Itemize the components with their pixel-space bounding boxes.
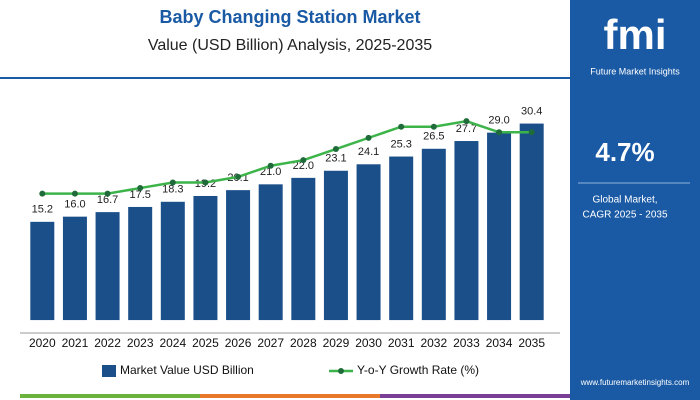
x-tick-label: 2028 [290,336,317,350]
line-marker [300,157,307,164]
line-marker [267,162,274,169]
line-marker [365,134,372,141]
x-tick-label: 2034 [486,336,513,350]
bar [30,221,55,321]
bar [323,170,348,321]
bar [95,212,120,321]
chart-title: Baby Changing Station Market [159,7,420,27]
bar [356,164,381,321]
data-label: 15.2 [32,204,53,216]
line-marker [235,173,242,180]
legend-label: Y-o-Y Growth Rate (%) [357,363,479,377]
cagr-caption: CAGR 2025 - 2035 [582,210,667,221]
line-marker [528,129,535,136]
line-marker [202,179,209,186]
x-tick-label: 2022 [94,336,121,350]
bar [421,148,446,321]
bar [160,201,185,321]
footer-strip [200,394,380,398]
x-tick-label: 2030 [355,336,382,350]
bar [291,177,316,321]
data-label: 29.0 [488,115,509,127]
bar [258,184,283,321]
data-label: 17.5 [129,189,150,201]
line-marker [496,129,503,136]
x-tick-label: 2020 [29,336,56,350]
data-label: 16.7 [97,194,118,206]
footer-strip [380,394,570,398]
line-marker [398,123,405,130]
legend-label: Market Value USD Billion [120,363,254,377]
x-tick-label: 2027 [257,336,284,350]
bar [454,141,479,321]
data-label: 24.1 [358,146,379,158]
line-marker [169,179,176,186]
x-tick-label: 2021 [62,336,89,350]
bar [62,216,87,321]
x-tick-label: 2026 [225,336,252,350]
x-tick-label: 2033 [453,336,480,350]
x-tick-label: 2032 [420,336,447,350]
bar [519,123,544,321]
line-marker [463,118,470,125]
url: www.futuremarketinsights.com [580,378,690,387]
bar [226,190,251,321]
line [42,119,532,195]
data-label: 26.5 [423,131,444,143]
data-label: 16.0 [64,199,85,211]
line-marker [71,190,78,197]
legend-swatch [338,368,344,374]
bar [193,195,218,321]
x-tick-label: 2025 [192,336,219,350]
chart-subtitle: Value (USD Billion) Analysis, 2025-2035 [148,37,432,54]
footer-strip [20,394,200,398]
cagr-caption: Global Market, [592,195,657,206]
line-marker [137,185,144,192]
cagr-value: 4.7% [595,137,654,167]
line-marker [430,123,437,130]
side-panel [570,0,700,400]
data-label: 25.3 [390,138,411,150]
data-label: 18.3 [162,184,183,196]
line-marker [104,190,111,197]
line-marker [39,190,46,197]
x-tick-label: 2029 [323,336,350,350]
bar [389,156,414,321]
bar [128,206,153,321]
legend-swatch [102,365,116,377]
x-tick-label: 2023 [127,336,154,350]
data-label: 23.1 [325,153,346,165]
x-tick-label: 2035 [518,336,545,350]
brand: Future Market Insights [590,66,680,76]
data-label: 21.0 [260,166,281,178]
x-tick-label: 2031 [388,336,415,350]
x-tick-label: 2024 [159,336,186,350]
logo: fmi [604,11,667,58]
data-label: 22.0 [293,160,314,172]
line-marker [332,146,339,153]
data-label: 27.7 [456,123,477,135]
bar [487,132,512,321]
data-label: 30.4 [521,105,542,117]
